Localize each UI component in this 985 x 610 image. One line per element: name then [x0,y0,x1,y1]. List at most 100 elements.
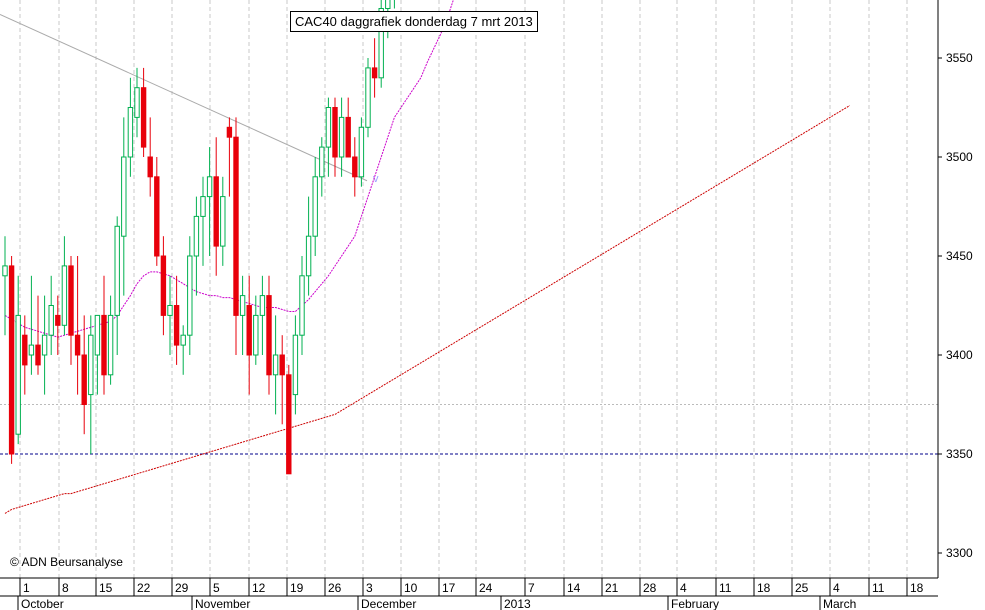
y-axis: 3300335034003450350035503600365037003750… [938,51,973,560]
grid-layer [19,0,908,578]
y-axis-tick-label: 3550 [946,51,973,65]
x-axis-day-label: 24 [479,581,493,595]
short-moving-average-line [4,0,454,338]
candle-body-up [299,275,305,336]
chart-title: CAC40 daggrafiek donderdag 7 mrt 2013 [290,11,538,32]
candle-body-down [81,354,87,405]
x-axis-day-label: 12 [252,581,266,595]
candle-body-up [378,8,384,79]
candle-body-down [147,156,153,178]
candle-body-up [365,67,371,128]
x-axis-day-label: 11 [872,581,885,595]
x-axis-day-label: 29 [175,581,189,595]
x-axis-day-label: 25 [795,581,809,595]
x-axis-day-label: 11 [719,581,732,595]
candle-body-down [140,87,147,148]
candle-body-down [154,176,160,257]
candle-body-down [8,265,15,455]
candle-body-down [55,314,61,326]
candle-body-down [68,265,74,336]
trendline-layer: v [0,13,379,185]
long-moving-average-line [4,105,851,514]
candle-body-up [41,334,48,356]
y-axis-tick-label: 3400 [946,348,973,362]
y-axis-tick-label: 3300 [946,546,973,560]
x-axis-day-label: 26 [328,581,342,595]
candle-body-down [246,305,252,356]
x-axis-day-label: 7 [528,581,535,595]
x-axis-day-label: 10 [404,581,418,595]
candle-body-up [180,334,186,346]
candle-body-down [266,295,272,376]
candle-body-up [2,265,8,277]
candle-body-up [305,235,312,277]
x-axis-day-label: 21 [605,581,619,595]
candle-body-down [35,344,41,366]
candle-body-up [114,225,120,316]
candle-body-up [312,176,318,237]
y-axis-tick-label: 3350 [946,447,973,461]
x-axis-day-label: 14 [567,581,581,595]
candle-body-up [127,107,134,158]
candle-body-up [15,314,21,435]
candle-body-up [200,196,206,217]
candle-body-up [134,87,140,118]
x-axis-month-label: February [671,597,719,610]
x-axis-day-label: 3 [366,581,373,595]
candle-body-up [358,126,365,178]
candle-body-up [292,334,299,396]
copyright-text: © ADN Beursanalyse [10,555,123,569]
candles-layer [2,0,395,475]
x-axis-month-label: November [195,597,250,610]
candle-body-down [101,314,107,376]
x-axis-day-label: 8 [62,581,69,595]
candle-body-up [259,295,266,316]
x-axis-day-label: 18 [757,581,771,595]
candle-body-up [239,295,246,316]
candle-body-down [22,334,28,366]
candle-body-down [371,67,378,79]
candle-body-down [173,305,180,346]
candle-body-down [213,176,219,247]
candle-body-up [187,255,193,336]
candle-body-down [279,354,285,376]
moving-averages-layer [4,0,851,514]
trendline-marker-label: v [373,173,379,185]
x-axis-month-label: October [21,597,64,610]
candle-body-up [220,196,226,247]
frame-layer [0,0,939,579]
candle-body-up [167,305,173,316]
candle-body-down [332,107,338,158]
x-axis-day-label: 18 [910,581,924,595]
x-axis-month-label: March [823,597,856,610]
candle-body-up [272,354,279,376]
candle-body-down [160,255,167,316]
candle-body-down [286,374,292,475]
y-axis-tick-label: 3500 [946,150,973,164]
candle-body-up [48,305,54,336]
candle-body-up [88,334,94,396]
x-axis-month-label: 2013 [504,597,531,610]
x-axis-day-label: 22 [137,581,151,595]
candle-body-down [345,116,351,158]
x-axis-day-label: 28 [643,581,657,595]
candle-body-down [74,334,81,356]
candle-body-up [28,344,35,356]
candle-body-up [338,116,345,158]
candle-body-up [385,0,391,9]
x-axis: 1 8 15 22 29 5 12 19 26 3 10 17 24 7 14 21 28 4 11 18 25 4 11 1… [0,578,938,610]
candle-body-up [253,314,259,356]
x-axis-day-label: 4 [833,581,840,595]
candle-body-up [193,215,200,257]
horizontal-lines-layer [0,404,938,455]
y-axis-tick-label: 3450 [946,249,973,263]
downtrend-line [0,13,368,182]
candle-body-down [233,136,239,316]
x-axis-day-label: 17 [442,581,456,595]
x-axis-day-label: 19 [290,581,304,595]
x-axis-day-label: 15 [99,581,113,595]
candle-body-up [325,107,332,148]
x-axis-month-label: December [361,597,416,610]
candle-body-down [352,156,358,178]
